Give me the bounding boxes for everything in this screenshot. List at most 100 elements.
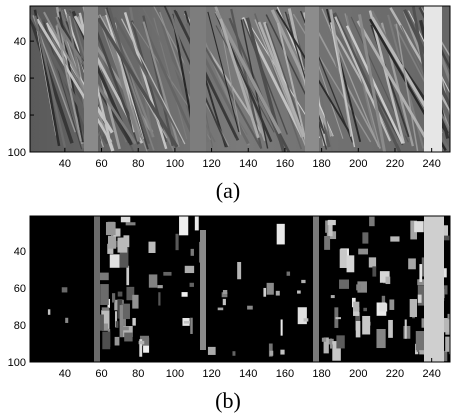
segment-blob: [119, 247, 129, 268]
segment-blob: [101, 310, 110, 329]
segment-blob: [105, 222, 116, 236]
segment-blob: [379, 303, 388, 312]
segment-blob: [362, 315, 371, 335]
segment-blob: [126, 286, 135, 301]
stem: [313, 216, 319, 362]
segment-blob: [358, 248, 369, 255]
segment-blob: [421, 257, 425, 277]
y-tick-label: 60: [14, 73, 26, 85]
segment-blob: [100, 284, 109, 305]
segment-blob: [417, 279, 426, 286]
leaf-stroke: [254, 13, 303, 150]
segment-speckle: [330, 295, 335, 299]
segment-blob: [266, 282, 274, 295]
segment-speckle: [363, 307, 367, 312]
x-tick-label: 160: [276, 158, 294, 170]
segment-blob: [357, 281, 367, 293]
leaf-stroke: [254, 19, 308, 151]
segment-speckle: [47, 309, 51, 315]
x-tick-label: 60: [95, 368, 107, 380]
leaf-stroke: [257, 21, 306, 138]
x-tick-label: 240: [422, 158, 440, 170]
segment-blob: [324, 235, 331, 250]
segment-blob: [379, 271, 390, 283]
segment-blob: [280, 319, 283, 336]
segment-blob: [263, 287, 267, 297]
segment-blob: [388, 319, 393, 338]
panel-a-image: [30, 6, 450, 152]
leaf-stroke: [36, 18, 113, 143]
segment-blob: [339, 279, 350, 289]
segment-blob: [268, 343, 273, 357]
panel-b-frame: [29, 215, 451, 363]
segment-blob: [163, 271, 172, 276]
segment-blob: [119, 326, 129, 331]
leaf-stroke: [368, 10, 405, 144]
panel-b-caption: (b): [215, 388, 241, 413]
segment-blob: [410, 220, 417, 240]
segment-blob: [221, 292, 228, 298]
segment-speckle: [222, 289, 228, 294]
segment-blob: [125, 222, 136, 226]
y-tick-label: 80: [14, 320, 26, 332]
segment-blob: [119, 305, 123, 326]
segment-blob: [107, 235, 117, 249]
segment-blob: [107, 243, 114, 254]
segment-blob: [115, 321, 119, 328]
segment-speckle: [269, 350, 274, 356]
leaf-stroke: [30, 17, 74, 144]
segment-speckle: [65, 317, 69, 323]
x-tick-label: 120: [202, 158, 220, 170]
leaf-stroke: [242, 18, 288, 135]
leaf-stroke: [214, 10, 282, 135]
y-tick-label: 80: [14, 110, 26, 122]
segment-blob: [99, 314, 104, 331]
segment-blob: [325, 338, 334, 345]
x-tick-label: 100: [166, 368, 184, 380]
segment-blob: [132, 317, 136, 326]
segment-speckle: [275, 290, 280, 296]
segment-blob: [385, 276, 391, 285]
leaf-stroke: [395, 23, 419, 152]
segment-blob: [353, 301, 360, 312]
leaf-stroke: [321, 11, 356, 133]
segment-speckle: [247, 305, 253, 310]
segment-blob: [404, 319, 407, 339]
segment-blob: [376, 329, 386, 349]
x-tick-label: 160: [276, 368, 294, 380]
panel-b-image: [30, 216, 450, 362]
x-tick-label: 40: [59, 368, 71, 380]
segment-blob: [190, 317, 193, 334]
segment-blob: [181, 292, 188, 297]
leaf-stroke: [356, 20, 432, 148]
stem: [190, 6, 206, 152]
segment-blob: [114, 311, 118, 328]
segment-blob: [132, 294, 139, 309]
segment-speckle: [183, 320, 190, 324]
x-tick-label: 220: [386, 368, 404, 380]
stem: [200, 230, 206, 350]
x-tick-label: 200: [349, 368, 367, 380]
segment-blob: [419, 264, 423, 282]
segment-blob: [327, 219, 336, 226]
leaf-stroke: [33, 15, 67, 148]
x-tick-label: 140: [239, 368, 257, 380]
segment-blob: [362, 232, 369, 244]
x-tick-label: 140: [239, 158, 257, 170]
y-tick-label: 40: [14, 36, 26, 48]
segment-blob: [417, 294, 422, 303]
segment-blob: [369, 216, 375, 227]
segment-speckle: [297, 290, 301, 294]
leaf-stroke: [345, 25, 404, 144]
segment-blob: [113, 228, 121, 237]
leaf-stroke: [230, 8, 263, 149]
segment-blob: [442, 285, 448, 295]
stem: [424, 216, 444, 362]
x-tick-label: 180: [312, 158, 330, 170]
x-tick-label: 80: [132, 368, 144, 380]
x-tick-label: 240: [422, 368, 440, 380]
leaf-stroke: [270, 9, 333, 137]
segment-blob: [115, 240, 119, 248]
segment-blob: [443, 318, 450, 333]
panel-b: 40 60 80 100 120 140 160 180 200 220 240 40 60 80 100: [8, 215, 451, 380]
